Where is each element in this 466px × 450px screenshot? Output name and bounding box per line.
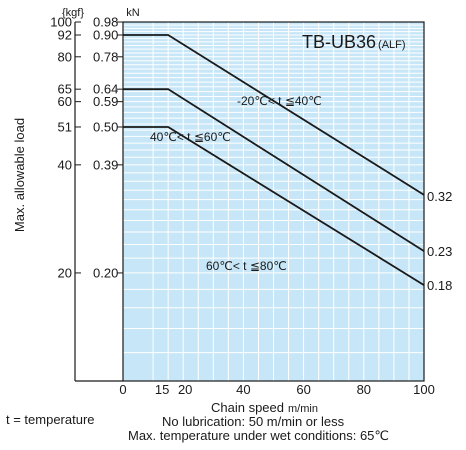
series-end-label: 0.23 [427, 244, 452, 259]
series-line [123, 34, 425, 196]
chart-title-main: TB-UB36 [302, 32, 376, 52]
y-unit-right: kN [126, 7, 140, 19]
series-end-label: 0.32 [427, 189, 452, 204]
series-lines: -20℃< t ≦40℃ 0.32 40℃< t ≦60℃ 0.23 60℃< t ≦8… [123, 34, 452, 293]
y-tick-label-kn: 0.39 [93, 157, 118, 172]
y-tick-label-kgf: 80 [58, 49, 72, 64]
y-tick-label-kgf: 60 [58, 94, 72, 109]
x-axis-label: Chain speed m/min [211, 400, 318, 415]
x-tick-label: 60 [296, 382, 310, 397]
y-tick-label-kn: 0.50 [93, 119, 118, 134]
y-tick-labels: 100 0.98 92 0.90 80 0.78 65 0.64 60 0.59 51 0.50 40 0… [50, 15, 123, 280]
series-label: -20℃< t ≦40℃ [237, 94, 322, 108]
x-tick-labels: 0 15 20 40 60 80 100 [119, 382, 434, 397]
x-tick-label: 40 [236, 382, 250, 397]
grid [123, 22, 424, 381]
y-tick-label-kgf: 65 [58, 82, 72, 97]
series-line [123, 88, 425, 252]
x-tick-label: 0 [119, 382, 126, 397]
note-wet-conditions: Max. temperature under wet conditions: 6… [128, 428, 390, 443]
y-tick-label-kgf: 20 [58, 265, 72, 280]
x-axis-label-text: Chain speed [211, 400, 284, 415]
chart-title: TB-UB36 (ALF) [302, 32, 406, 52]
y-tick-label-kn: 0.98 [93, 15, 118, 30]
series-end-label: 0.18 [427, 278, 452, 293]
y-tick-label-kgf: 40 [58, 157, 72, 172]
y-tick-label-kn: 0.90 [93, 28, 118, 43]
axes [74, 21, 425, 382]
y-tick-label-kgf: 92 [58, 28, 72, 43]
y-tick-label-kgf: 100 [50, 15, 72, 30]
y-tick-label-kn: 0.78 [93, 49, 118, 64]
series-line [123, 126, 425, 286]
plot-border [122, 21, 425, 382]
y-tick-label-kn: 0.64 [93, 82, 118, 97]
x-axis-unit: m/min [288, 403, 318, 415]
x-tick-label: 20 [178, 382, 192, 397]
y-tick-label-kgf: 51 [58, 119, 72, 134]
series-label: 60℃< t ≦80℃ [206, 259, 287, 273]
x-tick-label: 100 [413, 382, 435, 397]
chart-title-suffix: (ALF) [378, 39, 406, 51]
series-label: 40℃< t ≦60℃ [150, 130, 231, 144]
y-tick-label-kn: 0.20 [93, 265, 118, 280]
y-tick-label-kn: 0.59 [93, 94, 118, 109]
y-axis-label: Max. allowable load [12, 118, 27, 232]
note-temperature: t = temperature [6, 412, 95, 427]
y-unit-left: {kgf} [62, 7, 84, 19]
x-tick-label: 80 [357, 382, 371, 397]
x-tick-label: 15 [155, 382, 169, 397]
note-lubrication: No lubrication: 50 m/min or less [162, 414, 345, 429]
